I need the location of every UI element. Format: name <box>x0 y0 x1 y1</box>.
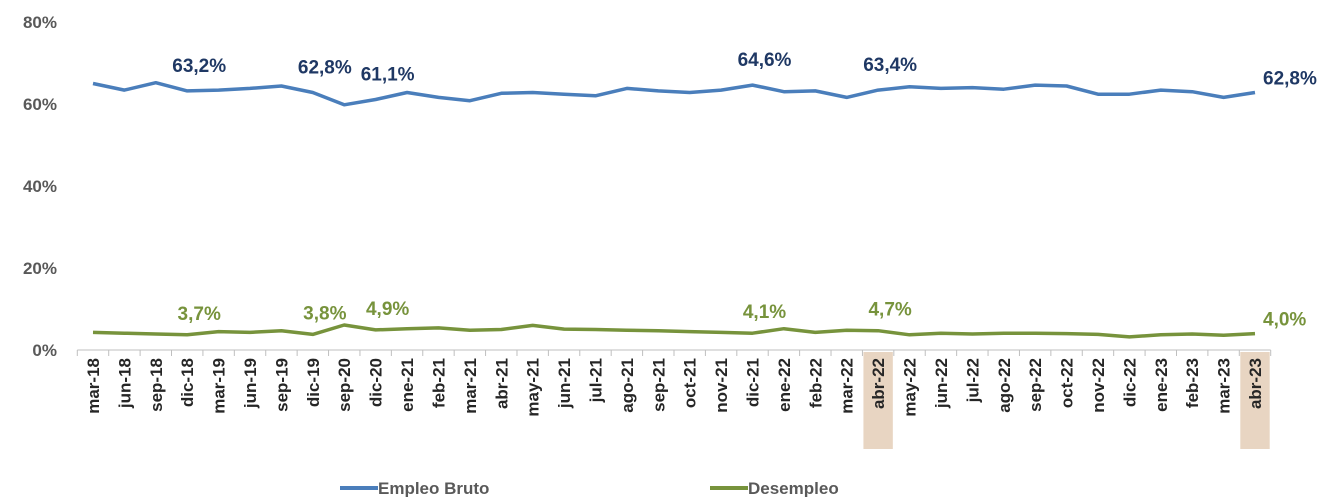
series-line <box>92 80 1256 107</box>
x-tick-label: jun-22 <box>932 358 951 409</box>
x-tick-label: abr-21 <box>492 358 511 409</box>
y-tick-label: 0% <box>32 341 57 360</box>
x-tick-label: sep-22 <box>1026 358 1045 412</box>
data-label: 3,7% <box>178 304 221 325</box>
y-tick-label: 40% <box>23 177 57 196</box>
data-label: 4,9% <box>366 299 409 320</box>
x-tick-label: ene-22 <box>775 358 794 412</box>
y-tick-label: 60% <box>23 95 57 114</box>
x-tick-label: mar-21 <box>461 358 480 414</box>
data-label: 64,6% <box>738 50 792 71</box>
x-tick-label: ago-21 <box>618 358 637 413</box>
x-tick-label: dic-21 <box>744 358 763 407</box>
x-tick-label: sep-20 <box>335 358 354 412</box>
x-tick-label: jun-21 <box>555 358 574 409</box>
x-tick-label: jul-21 <box>586 358 605 403</box>
legend-label: Desempleo <box>748 479 839 497</box>
category-highlight <box>863 352 893 449</box>
x-tick-label: dic-22 <box>1120 358 1139 407</box>
x-tick-label: sep-21 <box>649 358 668 412</box>
x-tick-label: ene-23 <box>1152 358 1171 412</box>
x-tick-label: may-22 <box>901 358 920 417</box>
data-label: 3,8% <box>303 303 346 324</box>
x-tick-label: jun-18 <box>115 358 134 409</box>
legend-label: Empleo Bruto <box>378 479 489 497</box>
x-tick-label: mar-19 <box>210 358 229 414</box>
x-tick-label: jun-19 <box>241 358 260 409</box>
x-tick-label: feb-23 <box>1183 358 1202 408</box>
data-label: 4,0% <box>1263 310 1306 331</box>
category-highlight <box>1240 352 1270 449</box>
x-tick-label: mar-22 <box>838 358 857 414</box>
x-tick-label: dic-20 <box>367 358 386 407</box>
series-line <box>92 323 1256 339</box>
x-tick-label: feb-22 <box>806 358 825 408</box>
data-label: 62,8% <box>1263 69 1317 90</box>
y-tick-label: 80% <box>23 13 57 32</box>
x-tick-label: ago-22 <box>995 358 1014 413</box>
x-tick-label: nov-22 <box>1089 358 1108 413</box>
x-tick-label: jul-22 <box>963 358 982 403</box>
x-tick-label: abr-23 <box>1246 358 1265 409</box>
x-tick-label: may-21 <box>524 358 543 417</box>
data-label: 4,1% <box>743 302 786 323</box>
data-label: 4,7% <box>868 300 911 321</box>
y-tick-label: 20% <box>23 259 57 278</box>
data-label: 61,1% <box>361 64 415 85</box>
x-tick-label: dic-18 <box>178 358 197 407</box>
data-label: 63,4% <box>863 55 917 76</box>
data-label: 63,2% <box>172 56 226 77</box>
x-tick-label: sep-19 <box>272 358 291 412</box>
x-tick-label: oct-21 <box>681 358 700 408</box>
data-label: 62,8% <box>298 58 352 79</box>
x-tick-label: abr-22 <box>869 358 888 409</box>
x-tick-label: feb-21 <box>429 358 448 408</box>
x-tick-label: dic-19 <box>304 358 323 407</box>
x-tick-label: mar-23 <box>1215 358 1234 414</box>
x-tick-label: mar-18 <box>84 358 103 414</box>
x-tick-label: nov-21 <box>712 358 731 413</box>
x-tick-label: ene-21 <box>398 358 417 412</box>
x-tick-label: sep-18 <box>147 358 166 412</box>
x-tick-label: oct-22 <box>1058 358 1077 408</box>
